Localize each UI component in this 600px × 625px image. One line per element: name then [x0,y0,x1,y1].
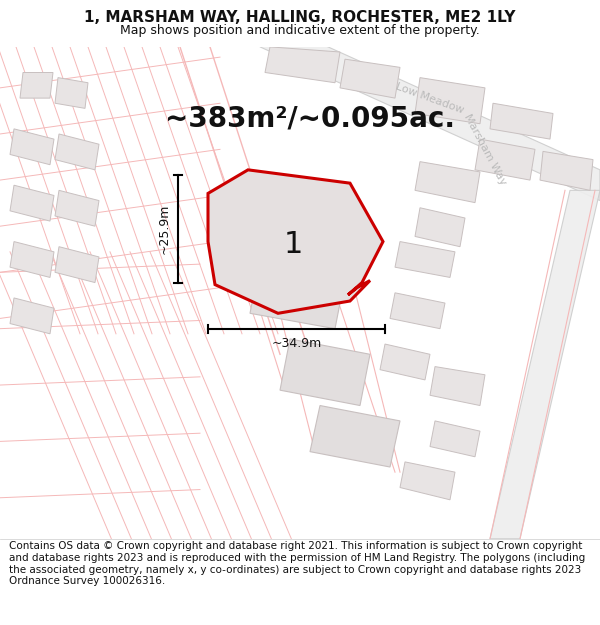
Polygon shape [415,208,465,247]
Polygon shape [55,247,99,282]
Text: Low Meadow: Low Meadow [395,81,466,115]
Text: Contains OS data © Crown copyright and database right 2021. This information is : Contains OS data © Crown copyright and d… [9,541,585,586]
Polygon shape [380,344,430,380]
Polygon shape [415,78,485,124]
Polygon shape [55,191,99,226]
Text: 1, MARSHAM WAY, HALLING, ROCHESTER, ME2 1LY: 1, MARSHAM WAY, HALLING, ROCHESTER, ME2 … [84,10,516,25]
Polygon shape [390,292,445,329]
Polygon shape [265,47,340,82]
Text: ~25.9m: ~25.9m [158,204,171,254]
Polygon shape [540,151,593,191]
Polygon shape [430,421,480,457]
Polygon shape [20,72,53,98]
Polygon shape [10,129,54,165]
Polygon shape [280,339,370,406]
Polygon shape [490,103,553,139]
Polygon shape [250,262,345,329]
Polygon shape [400,462,455,500]
Text: Map shows position and indicative extent of the property.: Map shows position and indicative extent… [120,24,480,36]
Text: Marsham Way: Marsham Way [462,112,508,187]
Text: 1: 1 [283,230,302,259]
Polygon shape [490,191,600,539]
Polygon shape [430,367,485,406]
Polygon shape [235,175,330,247]
Polygon shape [10,242,54,278]
Polygon shape [55,78,88,108]
Polygon shape [208,170,383,313]
Polygon shape [395,242,455,278]
Polygon shape [415,162,480,202]
Polygon shape [10,185,54,221]
Polygon shape [10,298,54,334]
Polygon shape [55,134,99,170]
Polygon shape [260,16,600,201]
Polygon shape [340,59,400,98]
Text: ~383m²/~0.095ac.: ~383m²/~0.095ac. [165,104,455,132]
Polygon shape [475,139,535,180]
Text: ~34.9m: ~34.9m [271,337,322,350]
Polygon shape [310,406,400,467]
